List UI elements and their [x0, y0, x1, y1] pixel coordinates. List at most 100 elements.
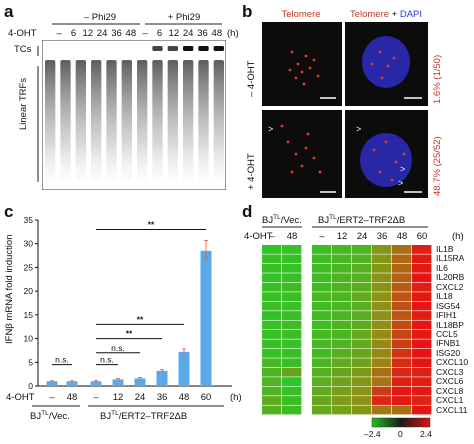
significance-label: n.s. [111, 343, 125, 353]
heatmap-cell [262, 301, 282, 311]
panel-a-group-left: – Phi29 [83, 12, 117, 23]
gene-label: IL18BP [436, 319, 464, 330]
gel-image [42, 40, 226, 190]
heatmap-cell [312, 377, 332, 387]
heatmap-cell [282, 358, 302, 368]
lane-label: 48 [211, 28, 223, 39]
heatmap-cell [262, 386, 282, 396]
heatmap-cell [312, 263, 332, 273]
y-tick-label: 35 [24, 215, 34, 225]
gel-lane-smear [91, 60, 102, 180]
heatmap-cell [332, 358, 352, 368]
telomere-foci [378, 170, 382, 174]
heatmap-cell [372, 245, 392, 254]
heatmap-cell [282, 396, 302, 405]
panel-b-header-telomere: Telomere [281, 9, 321, 20]
heatmap-cell [392, 339, 412, 349]
gel-lane-smear [60, 60, 71, 180]
significance-label: n.s. [55, 355, 69, 365]
heatmap-cell [392, 386, 412, 396]
bar [90, 381, 102, 386]
panel-c-group-left: BJTL/Vec. [30, 410, 70, 422]
significance-label: ** [126, 329, 133, 339]
heatmap-cell [262, 254, 282, 264]
heatmap-cell [392, 273, 412, 283]
heatmap-cell [312, 339, 332, 349]
heatmap-cell [332, 254, 352, 264]
gel-tc-band [152, 46, 163, 51]
telomere-foci [290, 170, 294, 174]
heatmap-cell [352, 367, 372, 377]
heatmap-cell [282, 386, 302, 396]
panel-c-group-right-base: BJ [100, 411, 112, 423]
heatmap-cell [282, 263, 302, 273]
heatmap-cell [372, 396, 392, 405]
heatmap-cell [332, 405, 352, 415]
telomere-foci [308, 66, 312, 70]
heatmap-cell [332, 330, 352, 339]
telomere-foci [316, 74, 320, 78]
heatmap-cell [392, 330, 412, 339]
heatmap-cell [262, 245, 282, 254]
heatmap-cell [392, 320, 412, 330]
heatmap-cell [352, 377, 372, 387]
gene-label: CXCL10 [436, 357, 469, 368]
y-tick-label: 20 [24, 286, 34, 296]
heatmap-cell [412, 282, 432, 292]
heatmap-cell [372, 358, 392, 368]
svg-text:>: > [268, 124, 273, 134]
panel-c-unit: (h) [230, 392, 242, 403]
heatmap-cell [372, 377, 392, 387]
x-tick-label: 60 [200, 392, 212, 403]
lane-label: 24 [96, 28, 108, 39]
heatmap-cell [332, 311, 352, 320]
heatmap-cell [282, 377, 302, 387]
heatmap-cell [372, 282, 392, 292]
telomere-foci [386, 64, 390, 68]
heatmap-cell [282, 348, 302, 358]
panel-c-group-right-sup: TL [111, 410, 119, 417]
heatmap-cell [372, 386, 392, 396]
x-tick-label: 36 [156, 392, 168, 403]
heatmap-cell [262, 311, 282, 320]
telomere-foci [372, 148, 376, 152]
y-tick-label: 15 [24, 310, 34, 320]
bar [134, 378, 146, 386]
telomere-foci [380, 76, 384, 80]
heatmap-cell [352, 245, 372, 254]
heatmap-cell [262, 330, 282, 339]
heatmap-cell [372, 367, 392, 377]
heatmap-cell [412, 330, 432, 339]
lane-label: 6 [70, 28, 77, 39]
heatmap-cell [262, 263, 282, 273]
heatmap-cell [282, 330, 302, 339]
svg-text:>: > [400, 164, 405, 174]
telomere-foci [294, 76, 298, 80]
panel-d-unit: (h) [452, 231, 464, 242]
lane-label: 12 [168, 28, 180, 39]
panel-d-label: d [242, 202, 253, 221]
gel-lane-smear [198, 60, 209, 180]
gene-label: CXCL6 [436, 376, 464, 387]
heatmap-column-label: 48 [286, 231, 298, 242]
gene-label: IL1B [436, 244, 454, 254]
heatmap-cell [412, 386, 432, 396]
heatmap-cell [312, 311, 332, 320]
gel-lane-smear [167, 60, 178, 180]
panel-c-group-left-rest: /Vec. [48, 411, 70, 423]
bar [112, 379, 124, 386]
telomere-foci [304, 54, 308, 58]
heatmap-cell [262, 320, 282, 330]
heatmap-cell [332, 292, 352, 302]
heatmap-cell [332, 386, 352, 396]
heatmap-cell [312, 367, 332, 377]
heatmap-cell [312, 320, 332, 330]
heatmap-cell [412, 245, 432, 254]
panel-d-group-left: BJTL/Vec. [262, 214, 302, 226]
heatmap-cell [262, 367, 282, 377]
heatmap-cell [282, 245, 302, 254]
telomere-foci [306, 132, 310, 136]
heatmap-cell [392, 301, 412, 311]
panel-c-group-left-base: BJ [30, 411, 42, 423]
